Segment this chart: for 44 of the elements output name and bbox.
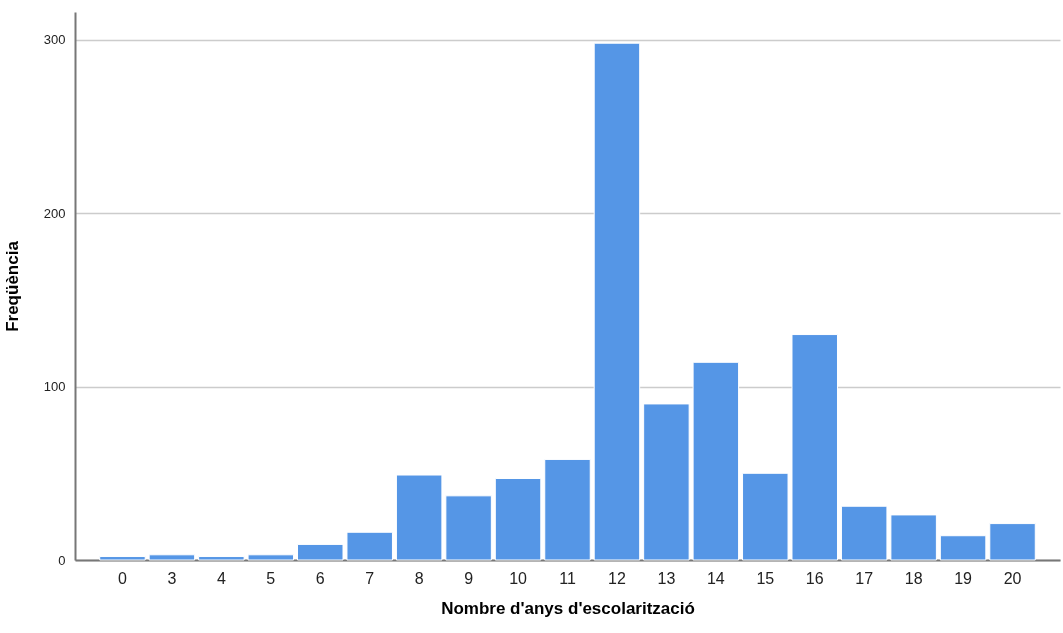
bar <box>445 495 492 561</box>
x-tick-label: 11 <box>559 569 576 587</box>
x-tick-label: 3 <box>167 569 177 587</box>
x-tick-label: 12 <box>608 569 626 587</box>
y-tick-label: 200 <box>43 205 66 221</box>
bar <box>346 531 393 561</box>
bar <box>890 514 937 561</box>
x-tick-label: 18 <box>904 569 923 587</box>
y-axis-title: Freqüència <box>2 240 22 332</box>
x-tick-label: 9 <box>464 569 474 587</box>
x-tick-label: 19 <box>954 569 973 587</box>
x-tick-label: 17 <box>855 569 874 587</box>
bar <box>247 554 295 561</box>
bar <box>494 477 542 561</box>
bar <box>989 523 1036 561</box>
bar <box>742 472 789 561</box>
x-tick-label: 16 <box>805 569 824 587</box>
x-tick-label: 0 <box>118 569 128 587</box>
x-tick-label: 5 <box>266 569 276 587</box>
x-tick-label: 13 <box>657 569 676 587</box>
bar <box>148 554 196 561</box>
bar <box>643 403 690 561</box>
bar <box>544 458 591 561</box>
x-tick-label: 6 <box>315 569 325 587</box>
bar <box>593 42 641 561</box>
x-tick-label: 14 <box>706 569 725 587</box>
bar <box>395 474 443 561</box>
x-tick-label: 15 <box>756 569 775 587</box>
x-tick-label: 7 <box>365 569 375 587</box>
x-tick-label: 4 <box>216 569 226 587</box>
bar <box>297 543 344 561</box>
y-tick-label: 300 <box>43 32 66 48</box>
x-axis-title: Nombre d'anys d'escolarització <box>441 598 695 618</box>
bar <box>791 334 838 561</box>
x-tick-label: 8 <box>414 569 424 587</box>
bar <box>840 505 888 561</box>
x-tick-label: 10 <box>509 569 528 587</box>
y-tick-label: 100 <box>43 379 66 395</box>
bar <box>99 556 146 561</box>
bar <box>692 361 740 561</box>
bar <box>939 535 987 561</box>
x-tick-label: 20 <box>1003 569 1022 587</box>
bar <box>198 556 245 561</box>
y-tick-label: 0 <box>58 552 66 568</box>
